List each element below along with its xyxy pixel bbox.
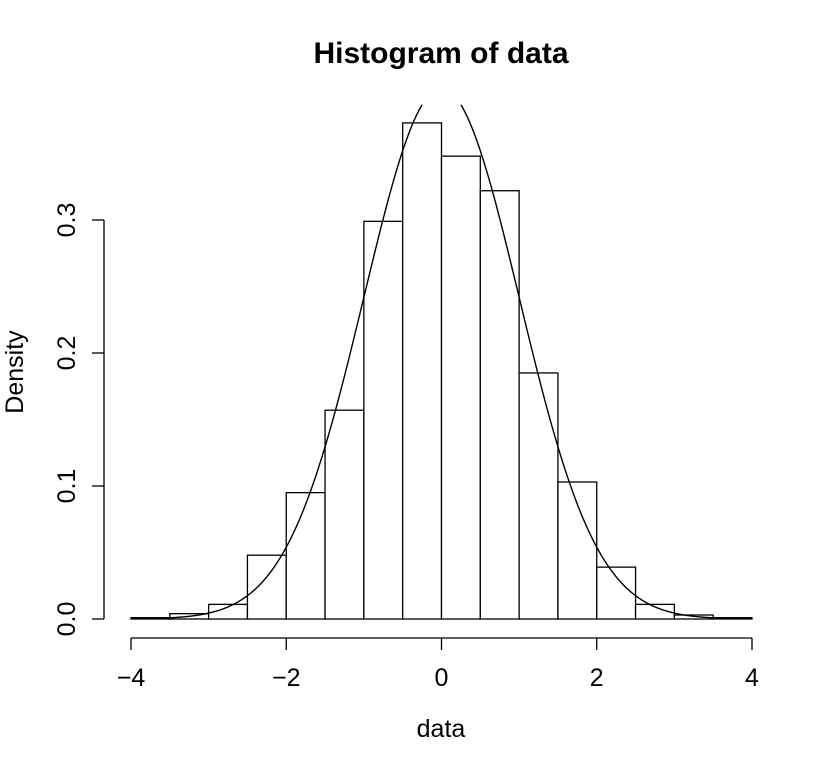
- x-tick-label: −4: [117, 664, 146, 692]
- y-axis-label: Density: [1, 330, 29, 414]
- y-axis-ticks: 0.0 0.1 0.2 0.3: [53, 203, 104, 637]
- histogram-bar: [402, 122, 443, 620]
- histogram-bar: [440, 155, 481, 620]
- chart-title: Histogram of data: [313, 37, 568, 70]
- histogram-bar: [557, 481, 598, 620]
- histogram-bar: [285, 491, 326, 620]
- histogram-bar: [673, 614, 714, 620]
- x-tick-label: 2: [590, 664, 604, 692]
- x-axis-ticks: −4 −2 0 2 4: [117, 638, 759, 692]
- x-tick-label: −2: [272, 664, 301, 692]
- x-axis-label: data: [417, 715, 466, 743]
- y-tick-label: 0.1: [53, 469, 81, 504]
- histogram-bar: [518, 372, 559, 620]
- histogram-bars: [130, 122, 753, 620]
- histogram-bar: [479, 190, 520, 620]
- histogram-bar: [596, 566, 637, 620]
- y-tick-label: 0.3: [53, 203, 81, 238]
- y-tick-label: 0.0: [53, 602, 81, 637]
- x-tick-label: 4: [745, 664, 759, 692]
- histogram-bar: [246, 554, 287, 620]
- density-curve: [130, 104, 753, 620]
- histogram-bar: [324, 409, 365, 620]
- y-tick-label: 0.2: [53, 336, 81, 371]
- x-tick-label: 0: [435, 664, 449, 692]
- histogram-bar: [634, 603, 676, 620]
- histogram-bar: [363, 220, 404, 620]
